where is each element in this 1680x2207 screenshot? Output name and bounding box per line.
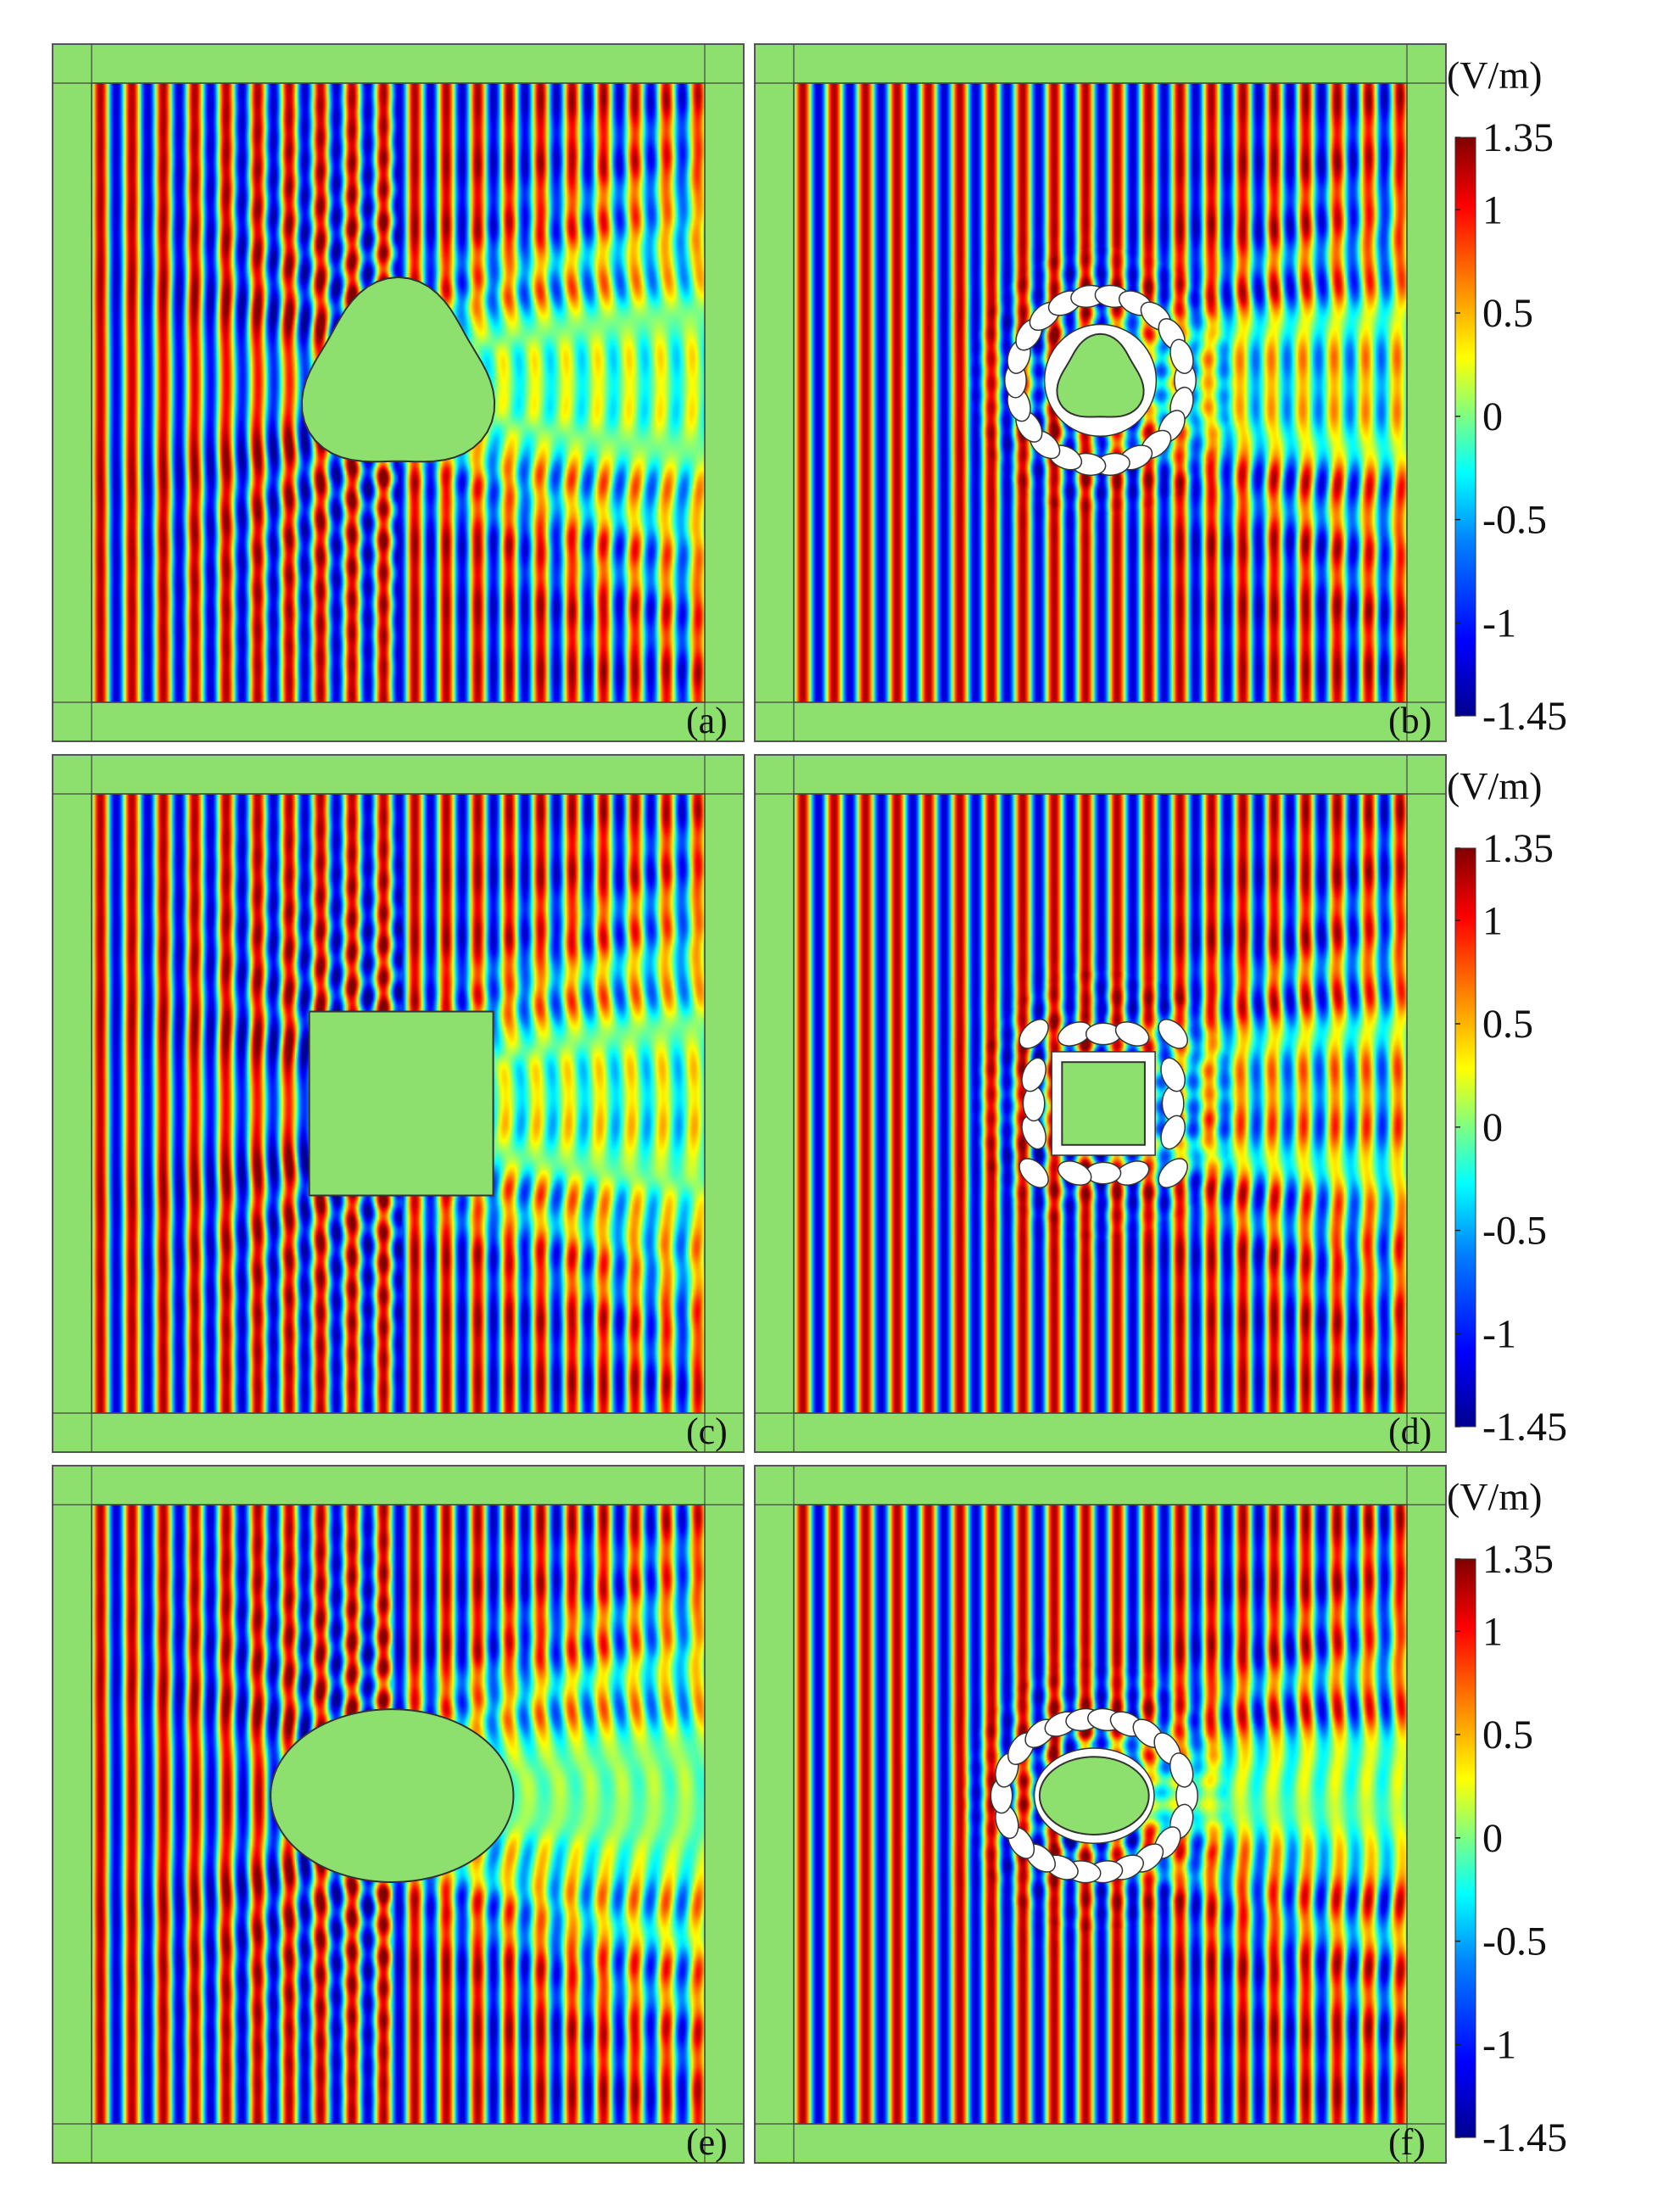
colorbar-tick-label: -1: [1482, 1311, 1516, 1356]
colorbar: (V/m) 1.35 1 0.5 0 -0.5 -1 -1.45: [1447, 1475, 1567, 2160]
colorbar-tick-label: 0: [1482, 394, 1503, 439]
panel-label: (f): [1388, 2121, 1426, 2163]
colorbar-tick-label: 1: [1482, 898, 1503, 943]
scatterer-body: [300, 276, 496, 463]
scatterer-body: [1038, 1756, 1150, 1835]
cloak-petal: [1158, 1019, 1188, 1049]
colorbar-tick-label: 0: [1482, 1816, 1503, 1861]
colorbar-tick-label: -0.5: [1482, 1919, 1547, 1964]
colorbar-tick-label: -1.45: [1482, 2115, 1567, 2160]
cloak-petal: [1085, 1161, 1122, 1185]
cloak-petal: [1022, 1085, 1046, 1122]
panel-label: (d): [1388, 1411, 1432, 1452]
colorbar-gradient: [1454, 847, 1476, 1428]
colorbar-tick-label: -1: [1482, 2022, 1516, 2067]
colorbar-tick-label: -1.45: [1482, 694, 1567, 739]
scatterer-square: [1019, 1019, 1188, 1188]
colorbar-unit: (V/m): [1447, 1475, 1542, 1518]
cloak-petal: [1057, 1160, 1092, 1186]
colorbar: (V/m) 1.35 1 0.5 0 -0.5 -1 -1.45: [1447, 764, 1567, 1450]
cloak-petal: [1161, 1085, 1185, 1122]
cloak-petal: [1169, 338, 1194, 374]
colorbar-tick-label: 0: [1482, 1105, 1503, 1150]
colorbar-tick-label: 1.35: [1482, 115, 1554, 160]
colorbar-unit: (V/m): [1447, 764, 1542, 807]
panel-label: (b): [1388, 700, 1432, 741]
cloak-petal: [1019, 1158, 1049, 1188]
cloak-petal: [1158, 1158, 1188, 1188]
scatterer-body: [270, 1708, 515, 1884]
cloak-petal: [1169, 1752, 1194, 1788]
panel-label: (a): [686, 700, 728, 741]
colorbar-tick-label: -1: [1482, 601, 1516, 645]
scatterer-body: [1056, 332, 1145, 418]
field-panel-d: (d): [754, 754, 1447, 1453]
colorbar-tick-label: 1.35: [1482, 826, 1554, 871]
cloak-petal: [1160, 1115, 1186, 1150]
colorbar-tick-label: 1: [1482, 187, 1503, 232]
colorbar-tick-label: 1: [1482, 1609, 1503, 1654]
cloak-petal: [1114, 1021, 1150, 1047]
field-panel-f: (f): [754, 1465, 1447, 2164]
colorbar-tick-label: 0.5: [1482, 1002, 1533, 1047]
cloak-petal: [1160, 1057, 1186, 1092]
panel-label: (e): [686, 2121, 728, 2163]
panel-label: (c): [686, 1411, 728, 1452]
colorbar-gradient: [1454, 1558, 1476, 2138]
scatterer-body: [308, 1010, 494, 1197]
colorbar-tick-label: -1.45: [1482, 1405, 1567, 1450]
field-panel-a: (a): [52, 43, 745, 742]
colorbar-tick-label: 1.35: [1482, 1537, 1554, 1582]
cloak-petal: [1085, 1022, 1122, 1046]
colorbar: (V/m) 1.35 1 0.5 0 -0.5 -1 -1.45: [1447, 53, 1567, 739]
colorbar-tick-label: -0.5: [1482, 1209, 1547, 1254]
cloak-petal: [1019, 1019, 1049, 1049]
scatterer-rounded-triangle: [1004, 284, 1197, 477]
colorbar-gradient: [1454, 137, 1476, 717]
field-panel-c: (c): [52, 754, 745, 1453]
scatterer-body: [1061, 1061, 1146, 1146]
colorbar-tick-label: 0.5: [1482, 291, 1533, 336]
colorbar-tick-label: -0.5: [1482, 498, 1547, 543]
field-panel-e: (e): [52, 1465, 745, 2164]
scatterer-ellipse: [270, 1708, 515, 1884]
scatterer-ellipse: [990, 1707, 1199, 1884]
cloak-petal: [1021, 1057, 1047, 1092]
scatterer-rounded-triangle: [300, 276, 496, 463]
field-panel-b: (b): [754, 43, 1447, 742]
colorbar-unit: (V/m): [1447, 53, 1542, 97]
colorbar-tick-label: 0.5: [1482, 1713, 1533, 1757]
scatterer-square: [308, 1010, 494, 1197]
